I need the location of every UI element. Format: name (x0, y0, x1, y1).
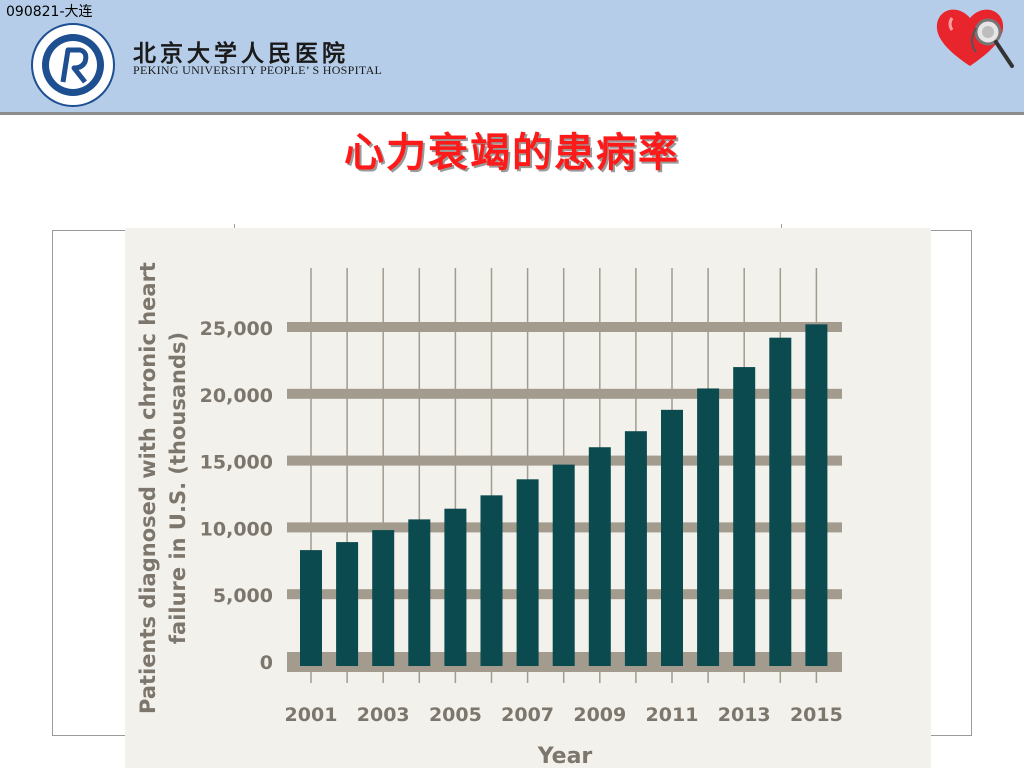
y-tick-label: 25,000 (200, 318, 273, 340)
y-tick-label: 15,000 (200, 452, 273, 474)
heart-stethoscope-icon (936, 9, 1014, 68)
x-tick-label: 2013 (718, 704, 771, 726)
bar-2014 (769, 337, 792, 666)
bar-2006 (480, 495, 503, 666)
hospital-name-en: PEKING UNIVERSITY PEOPLE’ S HOSPITAL (133, 63, 383, 77)
bar-2004 (408, 519, 431, 666)
x-tick-label: 2007 (501, 704, 554, 726)
bar-2001 (300, 550, 322, 666)
x-tick-label: 2009 (573, 704, 626, 726)
x-tick-label: 2011 (646, 704, 699, 726)
y-tick-label: 5,000 (213, 585, 273, 607)
bar-2008 (552, 464, 575, 666)
hospital-name-cn: 北京大学人民医院 (133, 41, 349, 67)
bar-2009 (588, 447, 611, 666)
y-axis-title-line: Patients diagnosed with chronic heart (136, 262, 160, 714)
bar-2002 (336, 542, 359, 666)
bar-2010 (624, 431, 647, 666)
x-tick-label: 2001 (285, 704, 338, 726)
hospital-seal-logo-icon (31, 23, 115, 107)
y-tick-label: 10,000 (200, 518, 273, 540)
bar-2005 (444, 508, 467, 666)
slide-title: 心力衰竭的患病率 (344, 130, 680, 176)
y-tick-label: 20,000 (200, 385, 273, 407)
corner-note: 090821-大连 (6, 4, 93, 20)
horizontal-gridline (287, 455, 842, 466)
header-divider (0, 112, 1024, 115)
horizontal-gridline (287, 322, 842, 332)
bar-2012 (697, 388, 720, 666)
horizontal-gridline (287, 388, 842, 399)
bar-chart: 0 5,000 10,000 15,000 20,000 25,000 2001 2003 2… (125, 228, 931, 768)
bar-2013 (733, 367, 756, 666)
y-tick-label: 0 (260, 652, 273, 674)
x-tick-label: 2005 (429, 704, 482, 726)
slide-header (0, 0, 1024, 112)
bar-2007 (516, 479, 539, 666)
y-axis-title-line: failure in U.S. (thousands) (166, 332, 190, 644)
x-tick-label: 2015 (790, 704, 843, 726)
bar-2011 (661, 409, 683, 666)
x-axis-title: Year (537, 744, 593, 768)
bar-2003 (372, 530, 395, 666)
bar-2015 (805, 324, 828, 666)
x-tick-label: 2003 (357, 704, 410, 726)
